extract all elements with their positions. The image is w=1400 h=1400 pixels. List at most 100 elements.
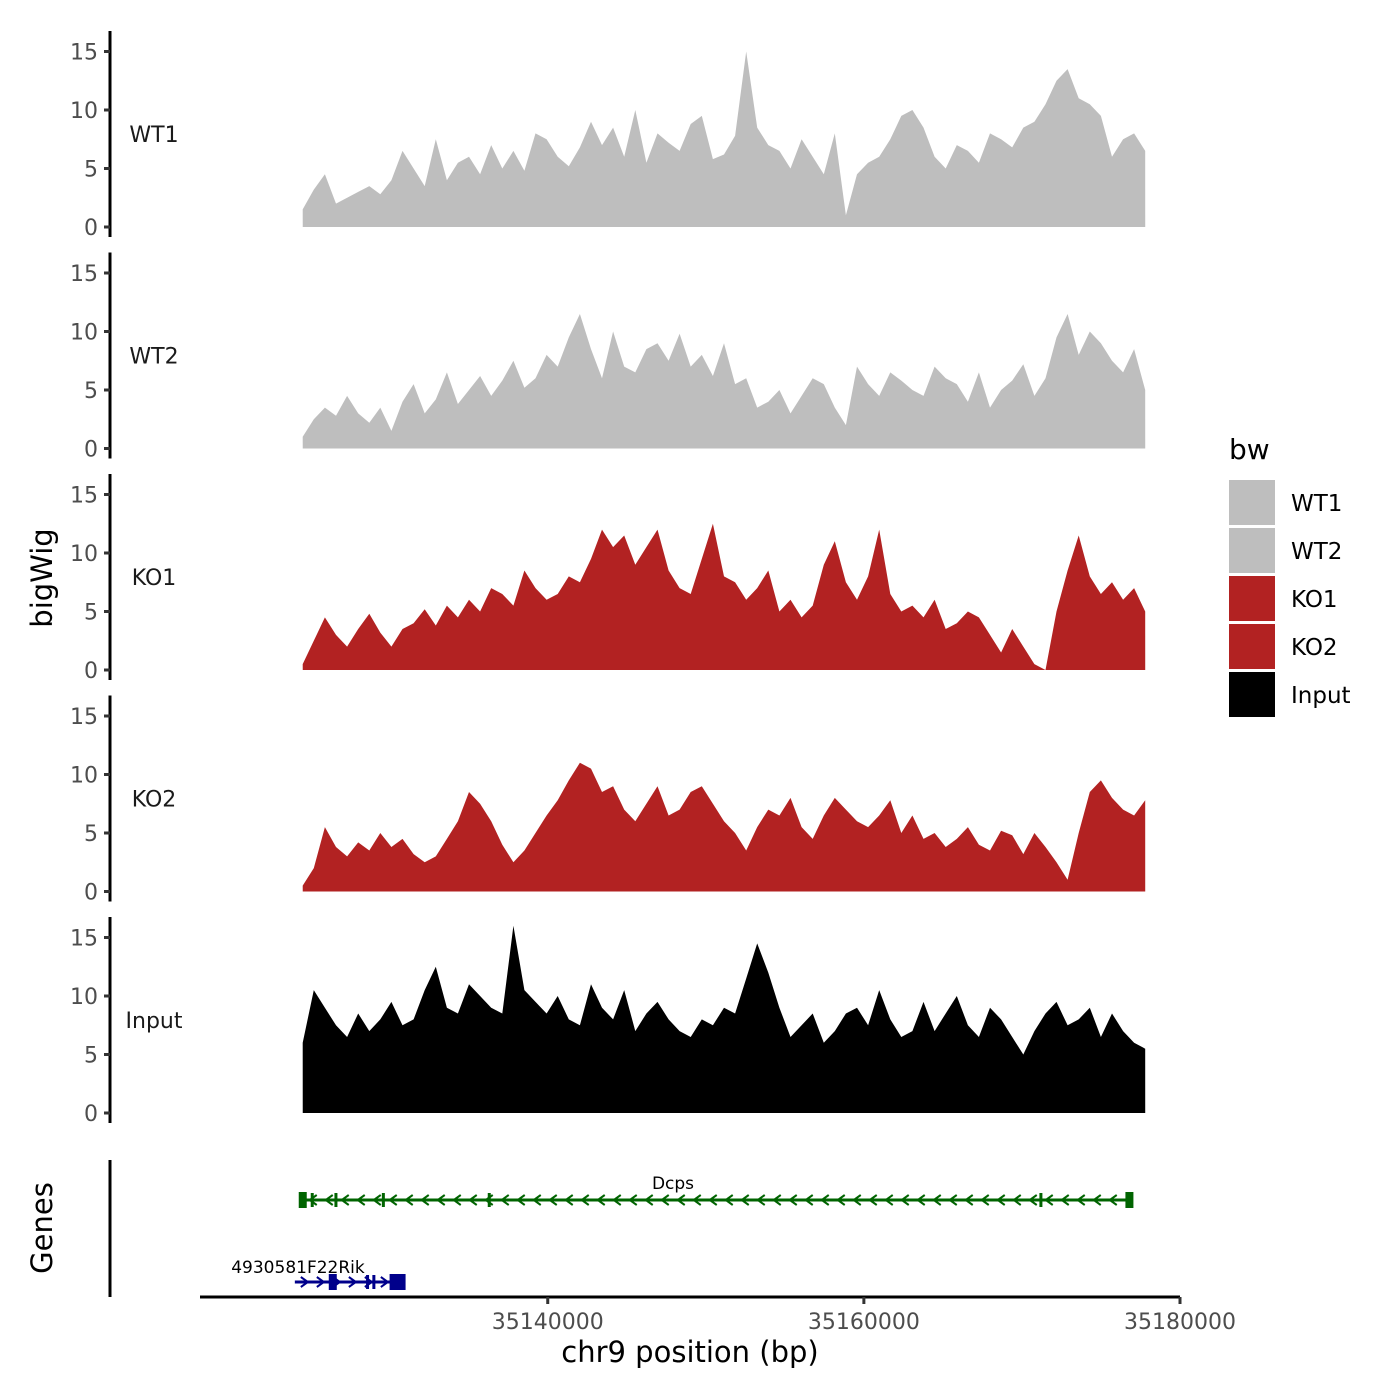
strand-chevron <box>468 1194 478 1206</box>
y-tick-label: 10 <box>70 985 98 1010</box>
gene-exon <box>487 1193 491 1207</box>
strand-chevron <box>660 1194 670 1206</box>
y-tick-label: 5 <box>84 601 98 626</box>
strand-chevron <box>356 1194 366 1206</box>
track-wt2: 0 5 10 15 WT2 <box>70 252 1146 463</box>
strand-chevron <box>692 1194 702 1206</box>
strand-chevron <box>932 1194 942 1206</box>
genes-layer: Dcps 4930581F22Rik <box>108 1160 1134 1297</box>
gene-label: 4930581F22Rik <box>231 1258 365 1278</box>
strand-chevron <box>964 1194 974 1206</box>
x-tick-label: 35180000 <box>1124 1310 1236 1335</box>
y-tick-label: 5 <box>84 158 98 183</box>
gene-dcps: Dcps <box>298 1174 1134 1208</box>
strand-chevron <box>324 1194 334 1206</box>
strand-chevron <box>884 1194 894 1206</box>
legend-swatch-ko2 <box>1229 624 1275 669</box>
y-tick-label: 5 <box>84 379 98 404</box>
strand-chevron <box>436 1194 446 1206</box>
legend-swatch-wt1 <box>1229 480 1275 525</box>
strand-chevron <box>348 1276 358 1288</box>
y-tick-label: 5 <box>84 1044 98 1069</box>
y-tick-label: 0 <box>84 1102 98 1127</box>
gene-exon <box>1039 1193 1043 1207</box>
y-tick-label: 15 <box>70 705 98 730</box>
strand-chevron <box>996 1194 1006 1206</box>
y-tick-label: 15 <box>70 262 98 287</box>
gene-exon <box>372 1275 376 1289</box>
legend: bw WT1 WT2 KO1 KO2 Input <box>1229 433 1351 717</box>
legend-swatch-ko1 <box>1229 576 1275 621</box>
strand-chevron <box>388 1194 398 1206</box>
y-tick-label: 0 <box>84 216 98 241</box>
track-input: 0 5 10 15 Input <box>70 917 1146 1127</box>
signal-area-input <box>302 925 1146 1113</box>
strand-chevron <box>516 1194 526 1206</box>
strand-chevron <box>900 1194 910 1206</box>
x-tick-label: 35160000 <box>808 1310 920 1335</box>
y-tick-label: 5 <box>84 822 98 847</box>
strand-chevron <box>532 1194 542 1206</box>
y-tick-label: 10 <box>70 764 98 789</box>
strand-chevron <box>980 1194 990 1206</box>
y-axis-title: bigWig <box>25 528 59 627</box>
gene-exon <box>298 1192 307 1208</box>
y-tick-label: 15 <box>70 927 98 952</box>
y-tick-label: 10 <box>70 99 98 124</box>
gene-label: Dcps <box>652 1174 694 1194</box>
y-tick-label: 15 <box>70 41 98 66</box>
strand-chevron <box>724 1194 734 1206</box>
strand-chevron <box>580 1194 590 1206</box>
strand-chevron <box>404 1194 414 1206</box>
strand-chevron <box>740 1194 750 1206</box>
strand-chevron <box>788 1194 798 1206</box>
track-wt1: 0 5 10 15 WT1 <box>70 31 1146 241</box>
strand-chevron <box>676 1194 686 1206</box>
legend-label-wt1: WT1 <box>1291 491 1342 517</box>
x-axis: 35140000 35160000 35180000 <box>200 1295 1236 1335</box>
strand-chevron <box>1076 1194 1086 1206</box>
x-tick-label: 35140000 <box>492 1310 604 1335</box>
legend-label-wt2: WT2 <box>1291 539 1342 565</box>
strand-chevron <box>868 1194 878 1206</box>
gene-exon <box>328 1274 337 1290</box>
legend-title: bw <box>1229 433 1270 466</box>
track-label: WT1 <box>129 123 178 148</box>
legend-label-input: Input <box>1291 683 1351 709</box>
legend-swatch-wt2 <box>1229 528 1275 573</box>
signal-area-ko2 <box>302 762 1146 892</box>
strand-chevron <box>772 1194 782 1206</box>
legend-swatch-input <box>1229 672 1275 717</box>
strand-chevron <box>380 1276 390 1288</box>
strand-chevron <box>316 1276 326 1288</box>
y-tick-label: 15 <box>70 484 98 509</box>
strand-chevron <box>628 1194 638 1206</box>
strand-chevron <box>1044 1194 1054 1206</box>
strand-chevron <box>340 1194 350 1206</box>
strand-chevron <box>916 1194 926 1206</box>
strand-chevron <box>1060 1194 1070 1206</box>
gene-exon <box>366 1275 370 1289</box>
gene-exon <box>381 1193 385 1207</box>
strand-chevron <box>756 1194 766 1206</box>
gene-exon <box>389 1274 406 1290</box>
strand-chevron <box>612 1194 622 1206</box>
track-label: KO1 <box>132 566 177 591</box>
tracks-layer: 0 5 10 15 WT1 0 5 10 15 WT2 0 5 10 15 KO1 0 5 10 15 KO2 0 5 10… <box>70 31 1146 1127</box>
signal-area-wt1 <box>302 51 1146 227</box>
strand-chevron <box>420 1194 430 1206</box>
y-tick-label: 10 <box>70 542 98 567</box>
signal-area-wt2 <box>302 314 1146 449</box>
y-tick-label: 10 <box>70 321 98 346</box>
strand-chevron <box>708 1194 718 1206</box>
x-axis-title: chr9 position (bp) <box>561 1335 818 1369</box>
strand-chevron <box>500 1194 510 1206</box>
track-ko1: 0 5 10 15 KO1 <box>70 474 1146 684</box>
strand-chevron <box>1012 1194 1022 1206</box>
strand-chevron <box>596 1194 606 1206</box>
track-ko2: 0 5 10 15 KO2 <box>70 695 1146 906</box>
strand-chevron <box>852 1194 862 1206</box>
strand-chevron <box>948 1194 958 1206</box>
strand-chevron <box>1092 1194 1102 1206</box>
